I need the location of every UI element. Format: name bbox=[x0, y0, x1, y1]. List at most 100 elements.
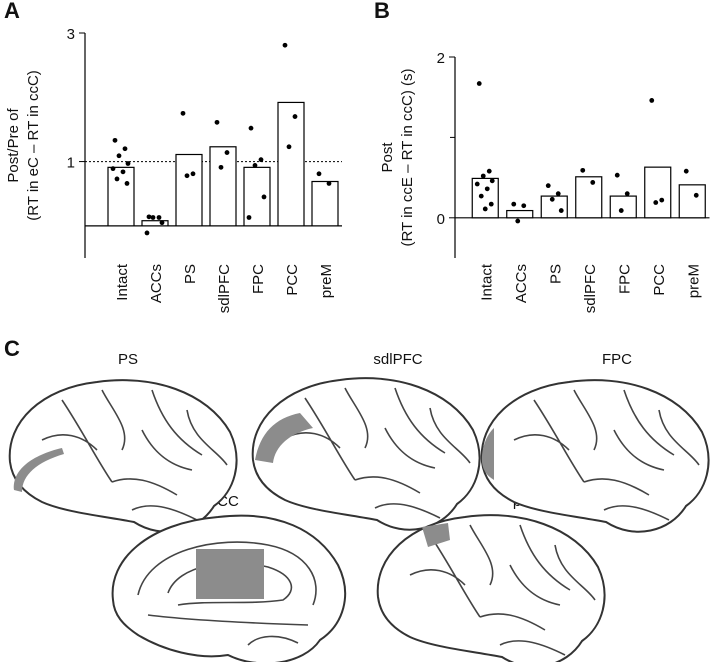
data-point bbox=[521, 203, 527, 209]
region-label: PS bbox=[118, 351, 138, 368]
bar bbox=[209, 146, 237, 227]
data-point bbox=[124, 181, 130, 186]
brain-fpc bbox=[480, 379, 710, 533]
data-point bbox=[156, 215, 162, 220]
brain-sdlpfc bbox=[251, 377, 481, 531]
bar bbox=[609, 195, 637, 219]
y-axis-label: (RT in ccE – RT in ccC) (s) bbox=[399, 68, 416, 246]
data-point bbox=[180, 110, 186, 116]
charts: A 1 3 Post/Pre of (RT in eC – RT in ccC) Inta… bbox=[4, 0, 710, 313]
data-point bbox=[580, 167, 586, 173]
panel-label: C bbox=[4, 336, 20, 361]
bar bbox=[311, 180, 339, 227]
data-point bbox=[248, 125, 254, 131]
brain-ps bbox=[8, 379, 238, 533]
y-tick-label: 2 bbox=[437, 50, 445, 67]
data-point bbox=[282, 42, 288, 48]
x-tick-label: PCC bbox=[651, 264, 668, 296]
data-point bbox=[224, 150, 230, 155]
panel-c: C PS sdlPFC FPC PCC preM bbox=[4, 336, 710, 662]
x-tick-label: ACCs bbox=[513, 264, 530, 303]
data-point bbox=[489, 178, 495, 184]
data-point bbox=[618, 208, 624, 213]
data-point bbox=[515, 218, 521, 224]
x-tick-label: FPC bbox=[250, 264, 267, 294]
data-point bbox=[144, 230, 150, 236]
data-point bbox=[659, 197, 665, 203]
data-point bbox=[653, 200, 659, 205]
data-point bbox=[683, 168, 689, 174]
bar bbox=[277, 101, 305, 227]
data-point bbox=[214, 119, 220, 125]
bar bbox=[575, 176, 603, 219]
x-tick-label: preM bbox=[685, 264, 702, 298]
region-label: FPC bbox=[602, 351, 632, 368]
bar bbox=[107, 166, 135, 227]
brain-prem bbox=[376, 514, 606, 662]
data-point bbox=[286, 144, 292, 150]
data-point bbox=[292, 114, 298, 119]
x-tick-label: PS bbox=[547, 264, 564, 284]
data-point bbox=[558, 208, 564, 213]
data-point bbox=[549, 196, 555, 202]
data-point bbox=[511, 201, 517, 207]
data-point bbox=[316, 171, 322, 177]
x-tick-label: PCC bbox=[284, 264, 301, 296]
data-point bbox=[252, 163, 258, 168]
data-point bbox=[114, 176, 120, 182]
y-axis-label: (RT in eC – RT in ccC) bbox=[25, 70, 42, 221]
panel-label: A bbox=[4, 0, 20, 23]
y-tick-label: 1 bbox=[67, 155, 75, 172]
y-tick-label: 3 bbox=[67, 26, 75, 43]
data-point bbox=[486, 168, 492, 174]
bar bbox=[141, 220, 169, 227]
x-tick-label: PS bbox=[182, 264, 199, 284]
x-tick-label: preM bbox=[318, 264, 335, 298]
region-label: sdlPFC bbox=[373, 351, 422, 368]
x-tick-label: sdlPFC bbox=[216, 264, 233, 313]
panel-label: B bbox=[374, 0, 390, 23]
data-point bbox=[218, 164, 224, 170]
data-point bbox=[480, 173, 486, 179]
x-tick-label: Intact bbox=[114, 263, 131, 301]
bar bbox=[175, 153, 203, 227]
data-point bbox=[482, 206, 488, 212]
x-tick-label: Intact bbox=[478, 263, 495, 301]
bar bbox=[506, 209, 534, 219]
y-tick-label: 0 bbox=[437, 211, 445, 228]
y-axis-label: Post/Pre of bbox=[5, 108, 22, 183]
data-point bbox=[190, 171, 196, 177]
data-point bbox=[488, 201, 494, 207]
data-point bbox=[614, 172, 620, 178]
data-point bbox=[326, 181, 332, 186]
data-point bbox=[624, 191, 630, 197]
data-point bbox=[246, 215, 252, 220]
x-tick-label: sdlPFC bbox=[582, 264, 599, 313]
data-point bbox=[590, 180, 596, 185]
data-point bbox=[120, 169, 126, 175]
data-point bbox=[116, 153, 122, 159]
x-tick-label: FPC bbox=[616, 264, 633, 294]
data-point bbox=[122, 146, 128, 152]
brain-pcc bbox=[111, 514, 347, 662]
data-point bbox=[484, 186, 490, 192]
data-point bbox=[261, 194, 267, 200]
data-point bbox=[146, 214, 152, 220]
bar bbox=[678, 184, 706, 219]
data-point bbox=[125, 161, 131, 166]
data-point bbox=[159, 220, 165, 226]
data-point bbox=[110, 166, 116, 172]
data-point bbox=[693, 192, 699, 198]
data-point bbox=[649, 98, 655, 103]
data-point bbox=[258, 157, 264, 163]
data-point bbox=[112, 137, 118, 143]
data-point bbox=[150, 215, 156, 220]
data-point bbox=[478, 193, 484, 199]
x-tick-label: ACCs bbox=[148, 264, 165, 303]
data-point bbox=[555, 191, 561, 197]
y-axis-label: Post bbox=[379, 142, 396, 173]
bar bbox=[644, 166, 672, 219]
data-point bbox=[474, 181, 480, 187]
data-point bbox=[545, 183, 551, 189]
